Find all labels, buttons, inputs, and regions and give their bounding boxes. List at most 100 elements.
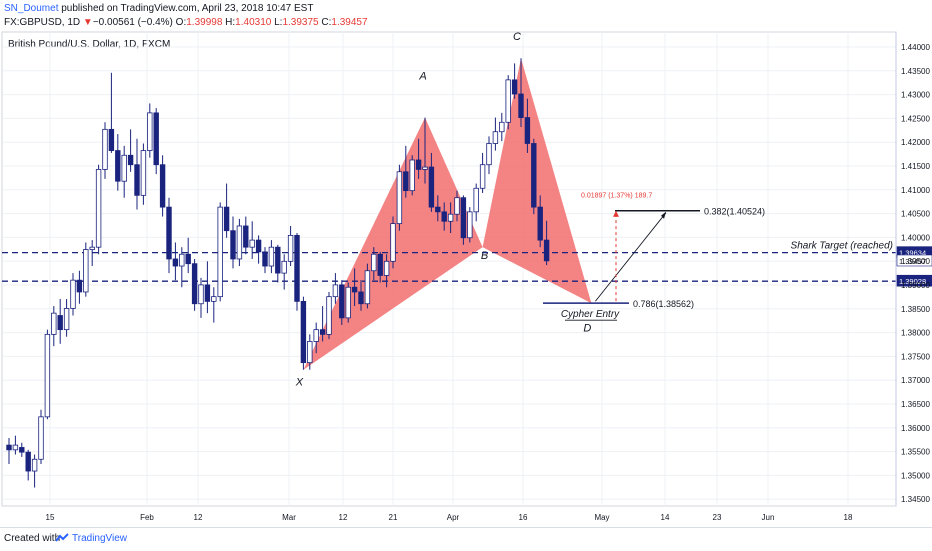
candle-bullish xyxy=(479,164,486,189)
price-tick-label: 1.35000 xyxy=(901,471,930,480)
candle-bullish xyxy=(70,279,76,309)
price-tick-label: 1.41000 xyxy=(901,186,930,195)
price-tick-label: 1.43500 xyxy=(901,67,930,76)
price-tick-label: 1.38000 xyxy=(901,329,930,338)
candle-bearish xyxy=(415,159,422,170)
candle-bullish xyxy=(102,128,108,170)
candle-bullish xyxy=(447,213,454,222)
candle-bearish xyxy=(19,447,25,453)
close-label: C: xyxy=(321,17,332,28)
candle-bearish xyxy=(134,164,140,196)
pattern-point-label: D xyxy=(583,322,591,334)
chart-title: British Pound/U.S. Dollar, 1D, FXCM xyxy=(8,39,170,50)
time-tick-label: 12 xyxy=(194,513,203,522)
projection-arrow-line xyxy=(595,212,667,302)
candle-bearish xyxy=(223,206,230,232)
tradingview-brand[interactable]: TradingView xyxy=(72,533,128,544)
cypher-entry-label: Cypher Entry xyxy=(561,309,620,320)
candle-bullish xyxy=(364,270,371,305)
candle-bullish xyxy=(12,444,19,451)
candle-bullish xyxy=(140,150,147,196)
candle-bullish xyxy=(313,329,319,342)
price-tick-label: 1.42500 xyxy=(901,114,930,123)
time-tick-label: 15 xyxy=(46,513,55,522)
candle-bearish xyxy=(435,206,441,213)
candle-bearish xyxy=(115,150,121,182)
candle-bullish xyxy=(281,260,287,274)
symbol-label: FX:GBPUSD, 1D xyxy=(4,17,81,28)
time-tick-label: 12 xyxy=(339,513,348,522)
price-tick-label: 1.37500 xyxy=(901,352,930,361)
time-tick-label: Jun xyxy=(762,513,775,522)
candle-bearish xyxy=(166,206,172,260)
chart-canvas[interactable]: British Pound/U.S. Dollar, 1D, FXCM X A B C… xyxy=(0,30,932,527)
time-tick-label: Mar xyxy=(282,513,296,522)
price-tick-label: 1.35500 xyxy=(901,448,930,457)
price-axis[interactable]: 1.44000 1.43500 1.43000 1.42500 1.42000 1.415… xyxy=(895,32,930,506)
high-label: H: xyxy=(225,17,236,28)
candle-bullish xyxy=(396,171,403,225)
price-tag-label: 1.39457 xyxy=(899,257,926,266)
candle-bearish xyxy=(339,284,345,319)
time-tick-label: 14 xyxy=(661,513,670,522)
price-tick-label: 1.34500 xyxy=(901,495,930,504)
chart-header: SN_Doumet published on TradingView.com, … xyxy=(0,0,932,30)
published-text: published on TradingView.com, April 23, … xyxy=(61,3,314,14)
price-tag-label: 1.39028 xyxy=(899,277,926,286)
candle-bearish xyxy=(172,258,179,267)
candle-bearish xyxy=(300,300,307,364)
pattern-point-label: C xyxy=(513,31,521,43)
candle-bearish xyxy=(230,230,236,260)
candle-bearish xyxy=(319,329,326,335)
candle-bullish xyxy=(121,154,127,182)
author-link[interactable]: SN_Doumet xyxy=(4,3,59,14)
candle-bullish xyxy=(505,79,511,123)
candle-bearish xyxy=(460,197,467,239)
candle-bearish xyxy=(185,253,191,265)
candle-bullish xyxy=(83,249,89,293)
candle-bullish xyxy=(95,169,102,248)
candles xyxy=(6,58,550,488)
candle-bullish xyxy=(345,286,351,319)
price-tick-label: 1.41500 xyxy=(901,162,930,171)
candle-bullish xyxy=(390,223,396,262)
candle-bearish xyxy=(543,239,550,262)
time-axis[interactable]: 15 Feb 12 Mar 12 21 Apr 16 May 14 23 Jun 18 xyxy=(46,513,853,522)
candle-bullish xyxy=(492,131,499,144)
candle-bullish xyxy=(409,159,415,192)
candle-bearish xyxy=(294,234,300,302)
candle-bearish xyxy=(153,112,159,166)
price-tag-label: 1.39634 xyxy=(899,249,926,258)
candle-bullish xyxy=(473,187,479,213)
change-arrow-icon: ▼ xyxy=(82,17,93,28)
candle-bearish xyxy=(275,246,281,274)
candle-bullish xyxy=(31,458,38,472)
shark-target-label: Shark Target (reached) xyxy=(791,241,893,252)
candle-bullish xyxy=(467,211,473,239)
price-tick-label: 1.44000 xyxy=(901,43,930,52)
price-tick-label: 1.40500 xyxy=(901,210,930,219)
level-lines: 1.39634 Shark Target (reached) 1.39457 1.39… xyxy=(2,241,932,287)
candle-bearish xyxy=(76,279,83,293)
candle-bearish xyxy=(441,211,447,222)
candle-bearish xyxy=(537,206,543,241)
candle-bearish xyxy=(204,284,211,302)
candle-bearish xyxy=(518,93,524,118)
price-tick-label: 1.36000 xyxy=(901,424,930,433)
candle-bullish xyxy=(332,284,339,298)
ohlc-line: FX:GBPUSD, 1D ▼−0.00561 (−0.4%) O:1.3999… xyxy=(4,17,368,28)
candle-bullish xyxy=(44,333,51,418)
measure-arrow-icon xyxy=(613,210,619,217)
pattern-point-label: B xyxy=(481,250,488,262)
candle-bullish xyxy=(51,312,57,335)
price-tick-label: 1.38500 xyxy=(901,305,930,314)
candle-bullish xyxy=(454,197,460,215)
created-with-label: Created with xyxy=(4,533,61,544)
candle-bearish xyxy=(57,315,63,331)
candle-bearish xyxy=(108,128,115,151)
candle-bearish xyxy=(159,164,166,208)
candle-bullish xyxy=(89,246,95,250)
open-value: 1.39998 xyxy=(186,17,223,28)
footer: Created with TradingView xyxy=(0,527,932,551)
candle-bullish xyxy=(38,416,44,460)
